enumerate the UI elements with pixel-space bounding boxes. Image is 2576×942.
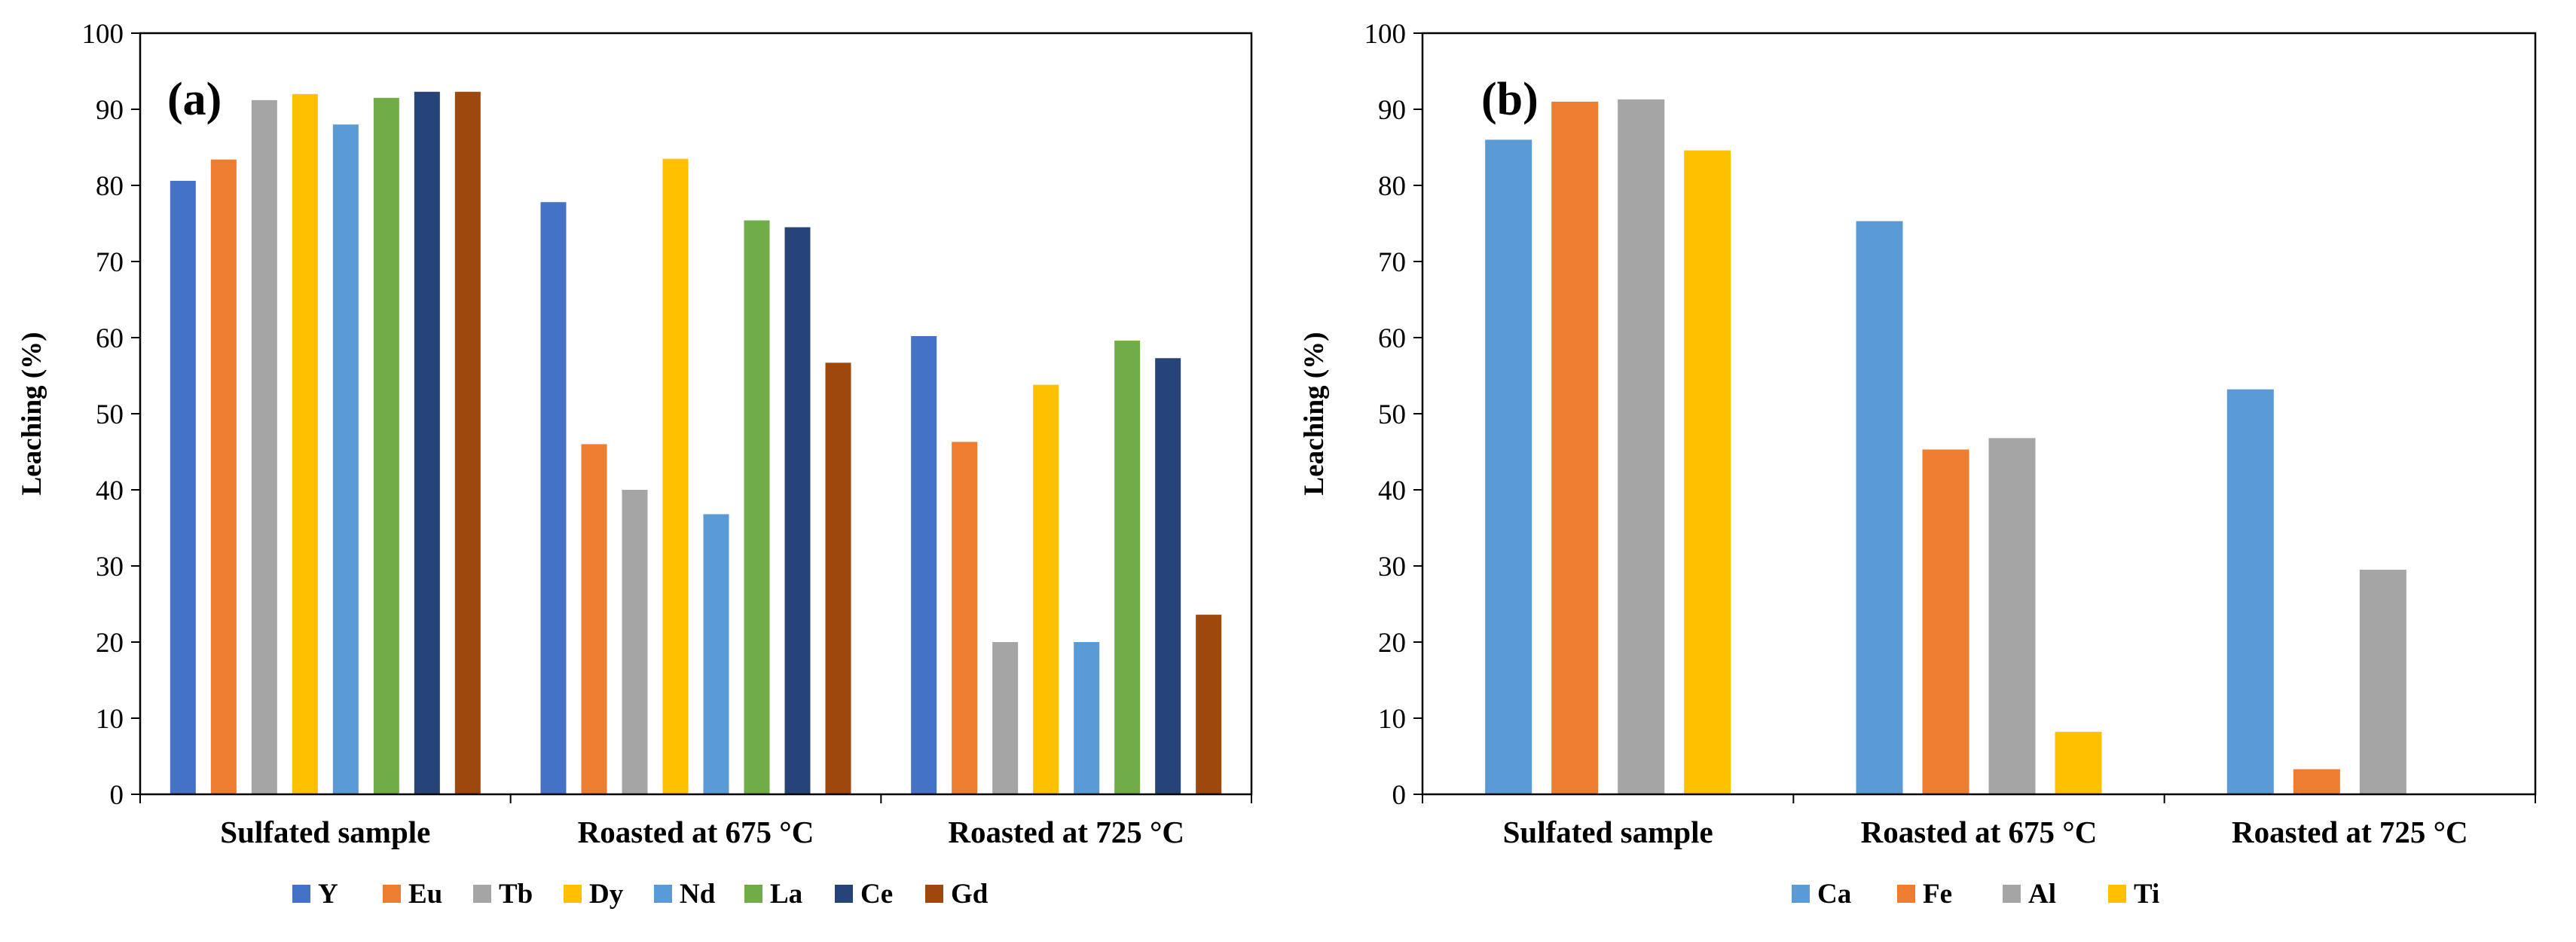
bar-fe-0 — [1551, 101, 1599, 794]
y-tick-label: 50 — [96, 399, 124, 430]
bar-ca-0 — [1485, 139, 1532, 794]
legend-label-al: Al — [2028, 879, 2056, 910]
y-tick-label: 60 — [1378, 323, 1406, 354]
bar-al-1 — [1988, 438, 2036, 794]
bar-ti-1 — [2055, 732, 2102, 794]
y-tick-label: 10 — [1378, 704, 1406, 735]
bar-dy-2 — [1033, 384, 1059, 794]
x-category-label: Roasted at 675 °C — [1861, 815, 2098, 849]
y-tick-label: 20 — [1378, 628, 1406, 659]
y-axis-label: Leaching (%) — [1299, 332, 1330, 496]
x-category-label: Sulfated sample — [220, 815, 430, 849]
y-tick-label: 40 — [96, 476, 124, 506]
bar-eu-0 — [210, 159, 237, 794]
panel-label: (a) — [167, 74, 222, 125]
legend-label-gd: Gd — [951, 879, 989, 910]
legend-swatch-y — [292, 885, 310, 903]
legend-swatch-la — [744, 885, 762, 903]
bar-y-1 — [540, 202, 567, 795]
legend-swatch-nd — [654, 885, 672, 903]
bar-fe-2 — [2293, 769, 2340, 794]
y-tick-label: 80 — [1378, 171, 1406, 202]
x-category-label: Roasted at 675 °C — [578, 815, 814, 849]
bar-al-0 — [1618, 99, 1665, 794]
y-tick-label: 70 — [1378, 247, 1406, 278]
bar-gd-2 — [1196, 614, 1222, 794]
y-tick-label: 70 — [96, 247, 124, 278]
x-category-label: Roasted at 725 °C — [2232, 815, 2468, 849]
bar-nd-1 — [703, 514, 729, 794]
bar-al-2 — [2359, 570, 2406, 794]
bar-la-2 — [1114, 341, 1141, 794]
bar-y-0 — [170, 180, 196, 794]
legend-label-eu: Eu — [408, 879, 442, 910]
bar-dy-1 — [662, 158, 689, 794]
legend-label-dy: Dy — [589, 879, 624, 910]
legend-label-nd: Nd — [680, 879, 716, 910]
y-tick-label: 90 — [96, 95, 124, 126]
bar-tb-1 — [622, 490, 648, 794]
bar-gd-1 — [825, 362, 851, 795]
bar-ce-1 — [784, 227, 811, 794]
legend-swatch-tb — [473, 885, 491, 903]
bar-eu-2 — [952, 442, 978, 794]
legend-swatch-ti — [2108, 885, 2126, 903]
y-tick-label: 40 — [1378, 476, 1406, 506]
x-category-label: Roasted at 725 °C — [948, 815, 1184, 849]
bar-ca-2 — [2226, 389, 2274, 794]
legend-swatch-ca — [1792, 885, 1810, 903]
legend-swatch-eu — [383, 885, 401, 903]
legend-label-fe: Fe — [1923, 879, 1952, 910]
bar-tb-2 — [992, 642, 1019, 794]
legend-label-y: Y — [318, 879, 338, 910]
y-tick-label: 90 — [1378, 95, 1406, 126]
bar-ce-2 — [1155, 358, 1181, 794]
bar-la-1 — [744, 220, 770, 795]
bar-nd-2 — [1074, 642, 1100, 794]
bar-gd-0 — [454, 91, 481, 794]
bar-ce-0 — [414, 91, 440, 794]
plot-frame — [139, 32, 1253, 796]
y-tick-label: 10 — [96, 704, 124, 735]
y-tick-label: 0 — [110, 780, 124, 811]
bar-y-2 — [911, 335, 937, 795]
y-tick-label: 20 — [96, 628, 124, 659]
y-tick-label: 0 — [1392, 780, 1407, 811]
chart-panel-a: 0 10 20 30 40 50 60 70 80 90 100 Leaching (%) Sulfat… — [17, 19, 1253, 910]
legend-label-tb: Tb — [499, 879, 533, 910]
y-tick-label: 80 — [96, 171, 124, 202]
bar-ti-0 — [1684, 150, 1731, 795]
plot-frame — [1421, 32, 2537, 796]
legend-swatch-al — [2003, 885, 2021, 903]
y-tick-label: 100 — [82, 19, 124, 50]
bar-eu-1 — [581, 444, 607, 794]
bar-tb-0 — [251, 99, 277, 794]
legend-label-ti: Ti — [2134, 879, 2159, 910]
y-tick-label: 60 — [96, 323, 124, 354]
y-tick-label: 30 — [1378, 552, 1406, 583]
chart-panel-b: 0 10 20 30 40 50 60 70 80 90 100 Leaching (%) Sulfat… — [1299, 19, 2537, 910]
legend-swatch-dy — [564, 885, 582, 903]
bar-nd-0 — [332, 124, 359, 794]
panel-label: (b) — [1481, 74, 1539, 125]
bar-la-0 — [373, 97, 399, 795]
legend-swatch-gd — [925, 885, 943, 903]
legend-swatch-fe — [1897, 885, 1915, 903]
legend-label-ca: Ca — [1817, 879, 1851, 910]
x-category-label: Sulfated sample — [1503, 815, 1713, 849]
y-axis-label: Leaching (%) — [17, 332, 47, 496]
legend-swatch-ce — [835, 885, 853, 903]
legend-label-la: La — [770, 879, 802, 910]
bar-fe-1 — [1922, 449, 1969, 794]
y-tick-label: 50 — [1378, 399, 1406, 430]
legend-label-ce: Ce — [860, 879, 893, 910]
y-tick-label: 30 — [96, 552, 124, 583]
bar-dy-0 — [292, 93, 318, 795]
bar-ca-1 — [1856, 221, 1903, 795]
y-tick-label: 100 — [1364, 19, 1407, 50]
